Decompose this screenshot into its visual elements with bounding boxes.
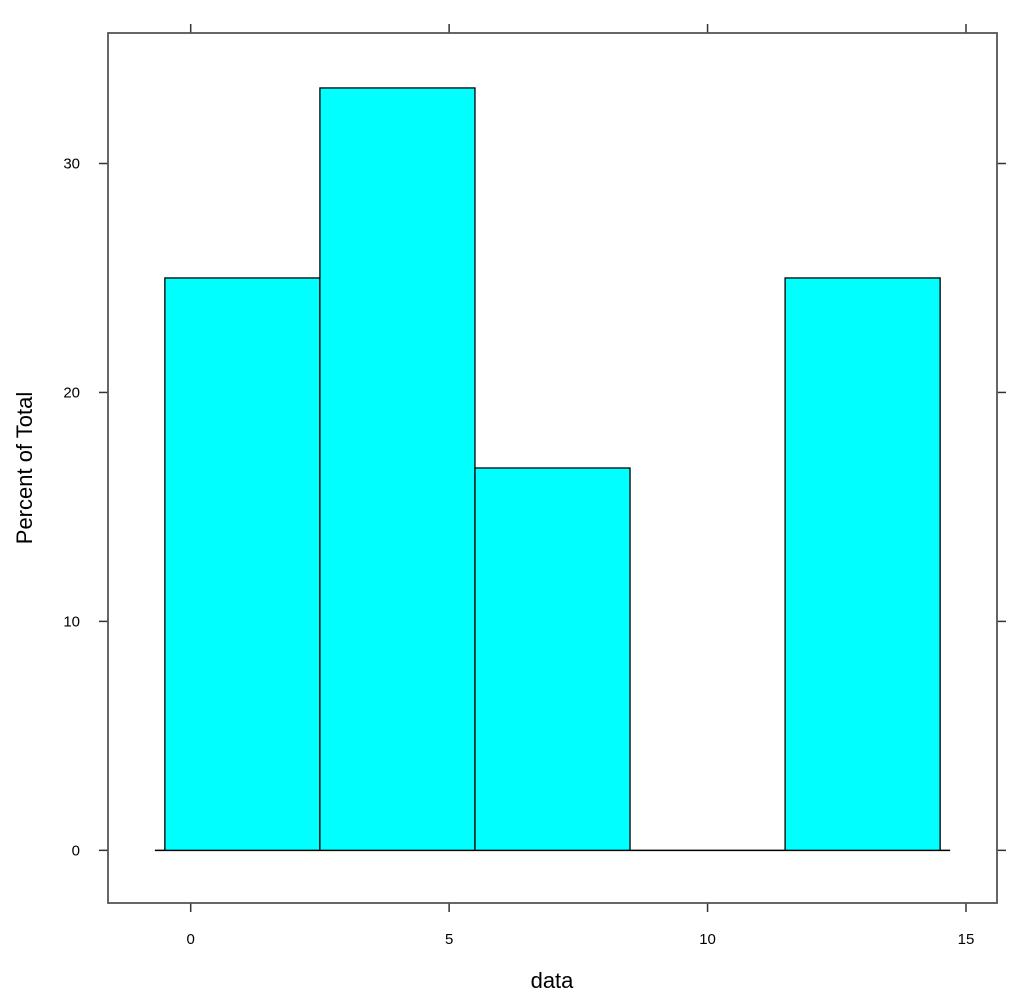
y-tick-label: 30: [63, 156, 80, 173]
bar: [474, 467, 631, 851]
bar: [164, 277, 321, 851]
y-tick-label: 0: [72, 842, 80, 859]
x-tick-label: 0: [187, 931, 195, 948]
x-tick-label: 5: [445, 931, 453, 948]
x-axis-title: data: [531, 968, 575, 993]
y-axis-title: Percent of Total: [12, 392, 37, 544]
bar: [319, 87, 476, 851]
x-tick-label: 10: [699, 931, 716, 948]
x-tick-label: 15: [958, 931, 975, 948]
y-tick-label: 10: [63, 613, 80, 630]
bar: [784, 277, 941, 851]
y-tick-label: 20: [63, 384, 80, 401]
plot-frame: [107, 32, 998, 904]
